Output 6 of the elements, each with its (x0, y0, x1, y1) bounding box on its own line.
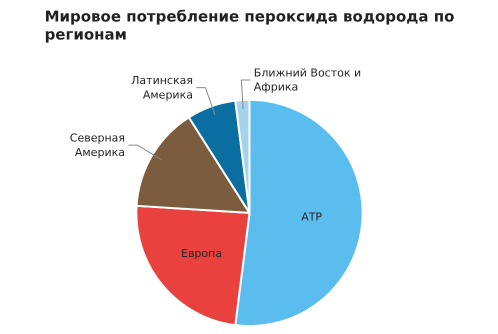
slice-label: АТР (301, 210, 322, 224)
slice-label: Северная Америка (70, 131, 126, 159)
chart-title: Мировое потребление пероксида водорода по регионам (44, 8, 454, 44)
slice-label: Латинская Америка (131, 74, 193, 102)
slice-label: Европа (180, 247, 222, 260)
slice-label: Ближний Восток и Африка (254, 66, 362, 94)
